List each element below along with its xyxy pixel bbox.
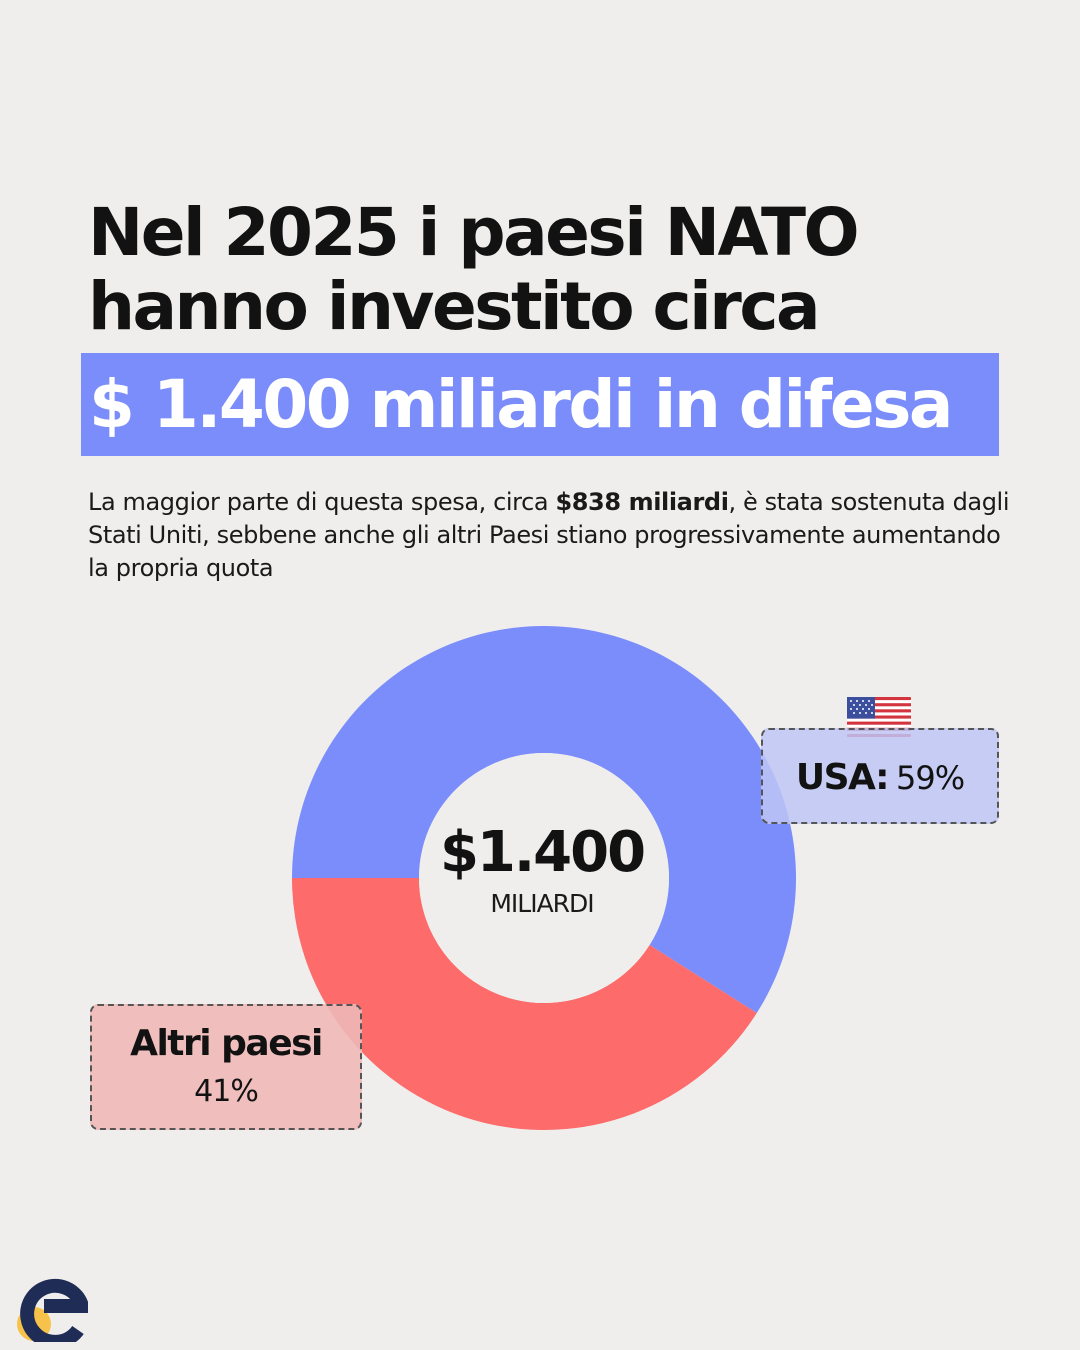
headline-line-2: hanno investito circa bbox=[88, 268, 821, 345]
headline-line-1: Nel 2025 i paesi NATO bbox=[88, 194, 860, 271]
subtitle-bold-amount: $838 miliardi bbox=[555, 488, 729, 516]
us-flag-icon bbox=[847, 697, 911, 737]
usa-label-box: USA: 59% bbox=[761, 728, 999, 824]
donut-slice-usa bbox=[292, 626, 796, 1014]
subtitle: La maggior parte di questa spesa, circa … bbox=[88, 486, 1018, 585]
subtitle-text-start: La maggior parte di questa spesa, circa bbox=[88, 488, 556, 516]
donut-center-value: $1.400 bbox=[439, 820, 646, 885]
donut-slice-altri-paesi bbox=[292, 878, 757, 1131]
donut-slices bbox=[292, 626, 796, 1131]
brand-logo-icon bbox=[17, 1278, 88, 1342]
headline-highlight: $ 1.400 miliardi in difesa bbox=[81, 353, 999, 456]
altri-paesi-label-name: Altri paesi bbox=[130, 1023, 323, 1064]
altri-paesi-label-percent: 41% bbox=[194, 1074, 259, 1109]
usa-label-percent: 59% bbox=[895, 759, 965, 797]
subtitle-text-end: , è stata sostenuta dagli Stati Uniti, s… bbox=[88, 488, 1010, 582]
headline: Nel 2025 i paesi NATO hanno investito ci… bbox=[88, 196, 1008, 344]
usa-label-name: USA: bbox=[795, 757, 890, 798]
donut-center-unit: MILIARDI bbox=[490, 889, 594, 918]
altri-paesi-label-box: Altri paesi 41% bbox=[90, 1004, 362, 1130]
donut-hole bbox=[419, 753, 669, 1003]
